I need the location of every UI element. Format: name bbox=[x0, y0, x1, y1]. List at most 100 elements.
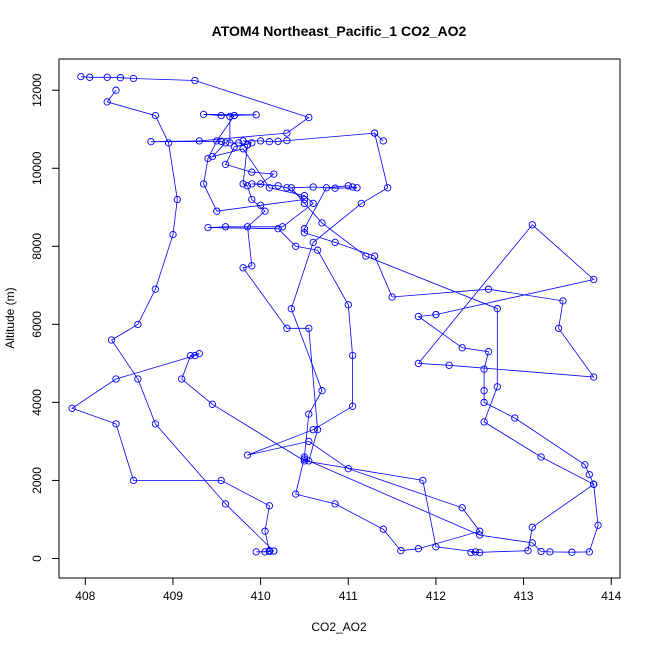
data-point bbox=[484, 285, 493, 293]
data-point bbox=[221, 223, 230, 231]
data-point bbox=[384, 184, 392, 192]
data-point bbox=[239, 264, 247, 272]
data-point bbox=[239, 145, 247, 153]
data-point bbox=[344, 465, 352, 473]
data-point bbox=[243, 223, 252, 231]
data-point bbox=[195, 349, 203, 358]
data-point bbox=[445, 361, 453, 369]
data-point bbox=[221, 139, 230, 147]
data-point bbox=[370, 252, 379, 260]
data-point bbox=[419, 476, 427, 485]
x-tick-label: 414 bbox=[601, 589, 621, 603]
x-tick-label: 410 bbox=[251, 589, 271, 603]
data-point bbox=[191, 351, 199, 360]
data-point bbox=[226, 112, 234, 121]
y-tick-label: 4000 bbox=[30, 389, 44, 416]
data-point bbox=[528, 523, 536, 531]
series-line-2 bbox=[203, 114, 375, 212]
data-point bbox=[243, 182, 252, 190]
data-point bbox=[300, 225, 309, 233]
chart-title: ATOM4 Northeast_Pacific_1 CO2_AO2 bbox=[212, 23, 467, 39]
data-point bbox=[134, 375, 142, 383]
data-point bbox=[379, 137, 387, 145]
data-point bbox=[195, 137, 203, 145]
data-point bbox=[493, 383, 501, 391]
data-point bbox=[287, 305, 295, 313]
data-point bbox=[292, 490, 300, 498]
data-point bbox=[287, 184, 295, 192]
data-point bbox=[208, 400, 217, 408]
data-point bbox=[585, 470, 593, 479]
data-point bbox=[256, 201, 265, 209]
series-line-4 bbox=[71, 185, 595, 553]
data-point bbox=[318, 219, 326, 227]
data-point bbox=[252, 111, 260, 119]
data-point bbox=[103, 98, 111, 106]
data-point bbox=[265, 547, 274, 556]
data-point bbox=[217, 137, 225, 145]
y-tick-label: 0 bbox=[30, 555, 44, 562]
data-point bbox=[283, 184, 291, 192]
data-point bbox=[191, 76, 199, 85]
data-point bbox=[305, 113, 313, 122]
data-point bbox=[217, 476, 225, 485]
data-point bbox=[265, 138, 274, 146]
data-point bbox=[204, 223, 212, 232]
data-point bbox=[226, 139, 234, 147]
data-point bbox=[221, 500, 230, 508]
data-point bbox=[86, 73, 94, 81]
data-point bbox=[331, 238, 339, 247]
data-point bbox=[248, 180, 256, 188]
data-point bbox=[300, 191, 309, 200]
data-point bbox=[348, 351, 357, 360]
plot-frame bbox=[58, 58, 621, 579]
data-point bbox=[270, 170, 278, 178]
data-point bbox=[248, 262, 256, 270]
data-point bbox=[300, 229, 309, 237]
data-point bbox=[331, 500, 339, 508]
data-point bbox=[300, 199, 309, 208]
data-point bbox=[432, 310, 440, 319]
data-point bbox=[243, 141, 252, 149]
data-point bbox=[265, 502, 274, 510]
data-point bbox=[590, 275, 598, 284]
data-point bbox=[230, 143, 238, 151]
x-tick-label: 413 bbox=[514, 589, 534, 603]
data-point bbox=[147, 138, 155, 146]
x-tick-label: 411 bbox=[339, 589, 358, 603]
data-point bbox=[169, 230, 177, 239]
data-point bbox=[274, 137, 282, 145]
x-tick-label: 408 bbox=[75, 589, 95, 603]
data-point bbox=[348, 183, 357, 191]
data-point bbox=[134, 320, 142, 329]
data-point bbox=[204, 154, 212, 163]
data-point bbox=[594, 521, 602, 529]
data-point bbox=[581, 461, 589, 469]
data-point bbox=[480, 387, 488, 395]
data-point bbox=[68, 404, 76, 412]
series-line-3 bbox=[242, 144, 599, 553]
data-point bbox=[414, 545, 423, 553]
data-point bbox=[305, 324, 313, 332]
data-point bbox=[344, 182, 352, 190]
data-point bbox=[151, 111, 160, 120]
data-point bbox=[388, 293, 396, 301]
data-point bbox=[493, 305, 501, 313]
data-point bbox=[528, 221, 536, 229]
data-point bbox=[300, 195, 309, 204]
data-point bbox=[344, 301, 352, 309]
data-point bbox=[248, 195, 256, 204]
data-point bbox=[484, 348, 493, 356]
data-point bbox=[103, 73, 111, 81]
data-point bbox=[221, 160, 230, 169]
x-axis-label: CO2_AO2 bbox=[311, 620, 367, 634]
data-point bbox=[476, 548, 484, 557]
data-point bbox=[199, 110, 208, 119]
data-point bbox=[476, 531, 484, 539]
data-point bbox=[480, 398, 488, 407]
data-point bbox=[313, 246, 322, 254]
data-point bbox=[256, 137, 265, 145]
data-point bbox=[265, 184, 274, 192]
data-point bbox=[590, 373, 598, 381]
data-point bbox=[568, 548, 576, 556]
